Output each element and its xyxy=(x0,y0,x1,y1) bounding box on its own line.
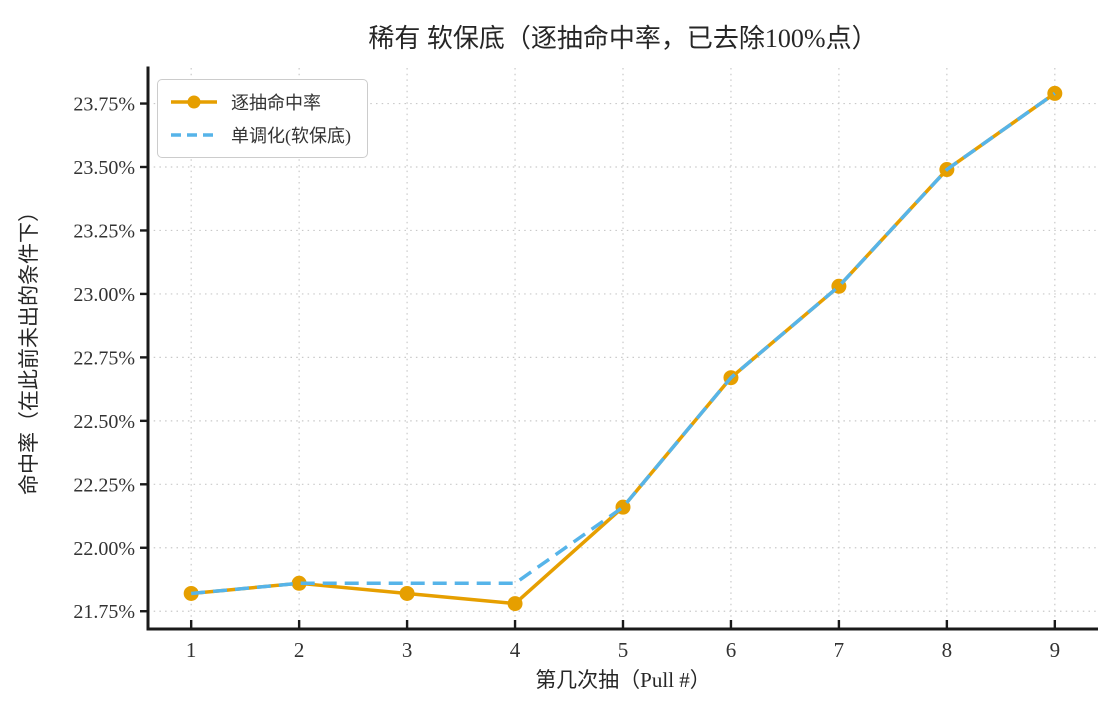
x-tick-label: 3 xyxy=(402,638,413,662)
series-raw-rate-marker xyxy=(399,585,415,601)
x-tick-label: 8 xyxy=(942,638,953,662)
chart-title: 稀有 软保底（逐抽命中率，已去除100%点） xyxy=(368,24,878,53)
x-tick-label: 5 xyxy=(618,638,629,662)
x-tick-label: 4 xyxy=(510,638,521,662)
legend-swatch-solid-line-marker-icon xyxy=(171,95,217,109)
legend-item-raw-rate: 逐抽命中率 xyxy=(169,89,351,115)
series-raw-rate-marker xyxy=(291,575,307,591)
series-monotonized-line xyxy=(191,91,1056,596)
x-tick-label: 9 xyxy=(1050,638,1061,662)
x-tick-label: 7 xyxy=(834,638,845,662)
y-tick-label: 23.75% xyxy=(73,94,135,116)
y-tick-label: 22.00% xyxy=(73,538,135,560)
legend-item-monotonized: 单调化(软保底) xyxy=(169,122,351,148)
y-tick-label: 23.00% xyxy=(73,284,135,306)
y-tick-label: 23.50% xyxy=(73,157,135,179)
legend-label-raw-rate: 逐抽命中率 xyxy=(231,93,321,113)
series-raw-rate-marker xyxy=(507,596,523,612)
x-tick-label: 1 xyxy=(186,638,197,662)
y-tick-label: 23.25% xyxy=(73,220,135,242)
x-axis-label: 第几次抽（Pull #） xyxy=(535,668,711,692)
y-tick-label: 22.50% xyxy=(73,411,135,433)
y-tick-label: 22.75% xyxy=(73,347,135,369)
legend-swatch-dashed-line-icon xyxy=(171,133,217,137)
y-tick-label: 22.25% xyxy=(73,474,135,496)
x-tick-label: 6 xyxy=(726,638,737,662)
y-tick-label: 21.75% xyxy=(73,601,135,623)
legend-label-monotonized: 单调化(软保底) xyxy=(231,126,351,146)
y-axis-label: 命中率（在此前未出的条件下） xyxy=(17,201,41,495)
legend: 逐抽命中率 单调化(软保底) xyxy=(157,79,368,158)
x-tick-label: 2 xyxy=(294,638,305,662)
